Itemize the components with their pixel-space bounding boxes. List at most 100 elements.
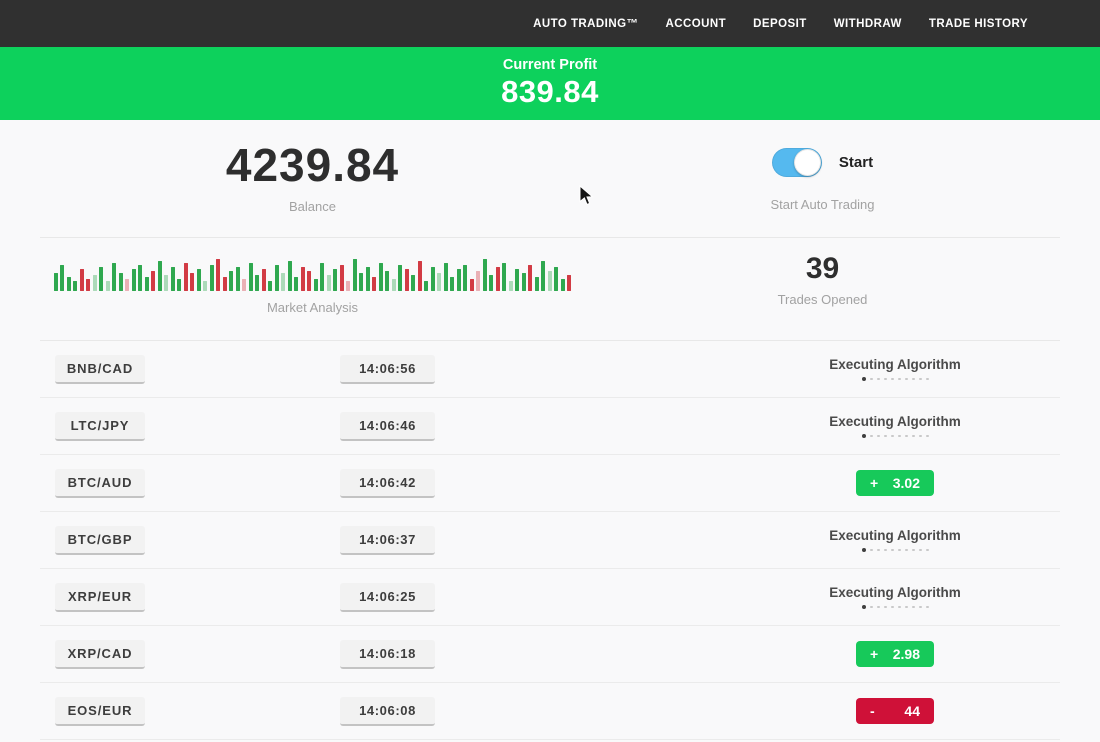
progress-dot: [861, 605, 866, 609]
progress-dot: [919, 605, 922, 609]
progress-dot: [919, 548, 922, 552]
progress-dot: [905, 548, 908, 552]
auto-trading-toggle[interactable]: [771, 148, 822, 177]
progress-dot: [891, 605, 894, 609]
executing-label: Executing Algorithm: [829, 528, 961, 543]
progress-dot: [884, 548, 887, 552]
result-badge: - 44: [856, 698, 934, 724]
current-profit-label: Current Profit: [502, 57, 598, 73]
nav-item-withdraw[interactable]: WITHDRAW: [833, 17, 902, 30]
chart-bar: [313, 279, 318, 291]
time-cell: 14:06:08: [260, 696, 515, 726]
market-analysis-label: Market Analysis: [266, 300, 359, 315]
main-content: 4239.84 Balance Start Start Auto Trading…: [0, 120, 1100, 740]
progress-dot: [877, 605, 880, 609]
pair-chip: EOS/EUR: [55, 696, 145, 726]
chart-bar: [411, 275, 416, 291]
progress-dots: [861, 434, 929, 438]
pair-chip: BNB/CAD: [55, 354, 145, 384]
chart-bar: [151, 271, 156, 291]
chart-bar: [515, 269, 520, 291]
time-chip: 14:06:08: [340, 696, 435, 726]
current-profit-value: 839.84: [501, 74, 599, 109]
chart-bar: [177, 279, 182, 291]
progress-dot: [877, 548, 880, 552]
chart-bar: [138, 265, 143, 291]
chart-bar: [222, 277, 227, 291]
time-chip: 14:06:42: [340, 468, 435, 498]
time-chip: 14:06:25: [340, 582, 435, 612]
chart-bar: [60, 265, 65, 291]
chart-bar: [346, 281, 351, 291]
nav-item-trade-history[interactable]: TRADE HISTORY: [928, 17, 1028, 30]
chart-bar: [112, 263, 117, 291]
chart-bar: [216, 259, 221, 291]
chart-bar: [560, 279, 565, 291]
progress-dot: [905, 434, 908, 438]
pair-cell: XRP/CAD: [40, 639, 260, 669]
chart-bar: [541, 261, 546, 291]
chart-bar: [502, 263, 507, 291]
result-badge: +2.98: [856, 641, 934, 667]
result-amount: 2.98: [892, 646, 920, 662]
progress-dot: [861, 548, 866, 552]
chart-bar: [365, 267, 370, 291]
chart-bar: [248, 263, 253, 291]
chart-bar: [183, 263, 188, 291]
time-cell: 14:06:37: [260, 525, 515, 555]
chart-bar: [385, 271, 390, 291]
pair-chip: BTC/GBP: [55, 525, 145, 555]
chart-bar: [281, 273, 286, 291]
chart-bar: [476, 271, 481, 291]
time-chip: 14:06:56: [340, 354, 435, 384]
status-cell: Executing Algorithm: [730, 585, 1060, 609]
executing-label: Executing Algorithm: [829, 357, 961, 372]
progress-dot: [870, 434, 873, 438]
chart-bar: [229, 271, 234, 291]
table-row: BTC/GBP 14:06:37 Executing Algorithm: [40, 512, 1060, 569]
chart-bar: [300, 267, 305, 291]
chart-bar: [469, 279, 474, 291]
executing-label: Executing Algorithm: [829, 585, 961, 600]
chart-bar: [554, 267, 559, 291]
nav-item-auto-trading[interactable]: AUTO TRADING™: [533, 17, 639, 30]
chart-bar: [489, 275, 494, 291]
chart-bar: [391, 279, 396, 291]
progress-dot: [912, 548, 915, 552]
result-sign: +: [870, 475, 879, 491]
chart-bar: [450, 277, 455, 291]
progress-dot: [919, 434, 922, 438]
progress-dot: [912, 605, 915, 609]
progress-dots: [861, 605, 929, 609]
nav-item-account[interactable]: ACCOUNT: [665, 17, 727, 30]
progress-dot: [891, 434, 894, 438]
chart-bar: [437, 273, 442, 291]
market-analysis-chart: [53, 253, 572, 291]
table-row: XRP/CAD 14:06:18 +2.98: [40, 626, 1060, 683]
pair-chip: LTC/JPY: [55, 411, 145, 441]
status-cell: - 44: [730, 698, 1060, 724]
time-chip: 14:06:46: [340, 411, 435, 441]
progress-dot: [912, 434, 915, 438]
progress-dot: [898, 434, 901, 438]
pair-cell: EOS/EUR: [40, 696, 260, 726]
nav-item-deposit[interactable]: DEPOSIT: [753, 17, 807, 30]
pair-cell: XRP/EUR: [40, 582, 260, 612]
time-cell: 14:06:42: [260, 468, 515, 498]
balance-value: 4239.84: [225, 139, 400, 191]
chart-bar: [333, 269, 338, 291]
chart-bar: [261, 269, 266, 291]
table-row: EOS/EUR 14:06:08 - 44: [40, 683, 1060, 740]
time-cell: 14:06:18: [260, 639, 515, 669]
toggle-knob[interactable]: [793, 149, 821, 176]
chart-bar: [463, 265, 468, 291]
progress-dot: [891, 377, 894, 381]
pair-cell: BTC/GBP: [40, 525, 260, 555]
chart-bar: [482, 259, 487, 291]
chart-bar: [294, 277, 299, 291]
balance-section: 4239.84 Balance Start Start Auto Trading: [0, 120, 1100, 237]
toggle-label: Start: [838, 154, 874, 171]
progress-dot: [884, 605, 887, 609]
table-row: BTC/AUD 14:06:42 +3.02: [40, 455, 1060, 512]
